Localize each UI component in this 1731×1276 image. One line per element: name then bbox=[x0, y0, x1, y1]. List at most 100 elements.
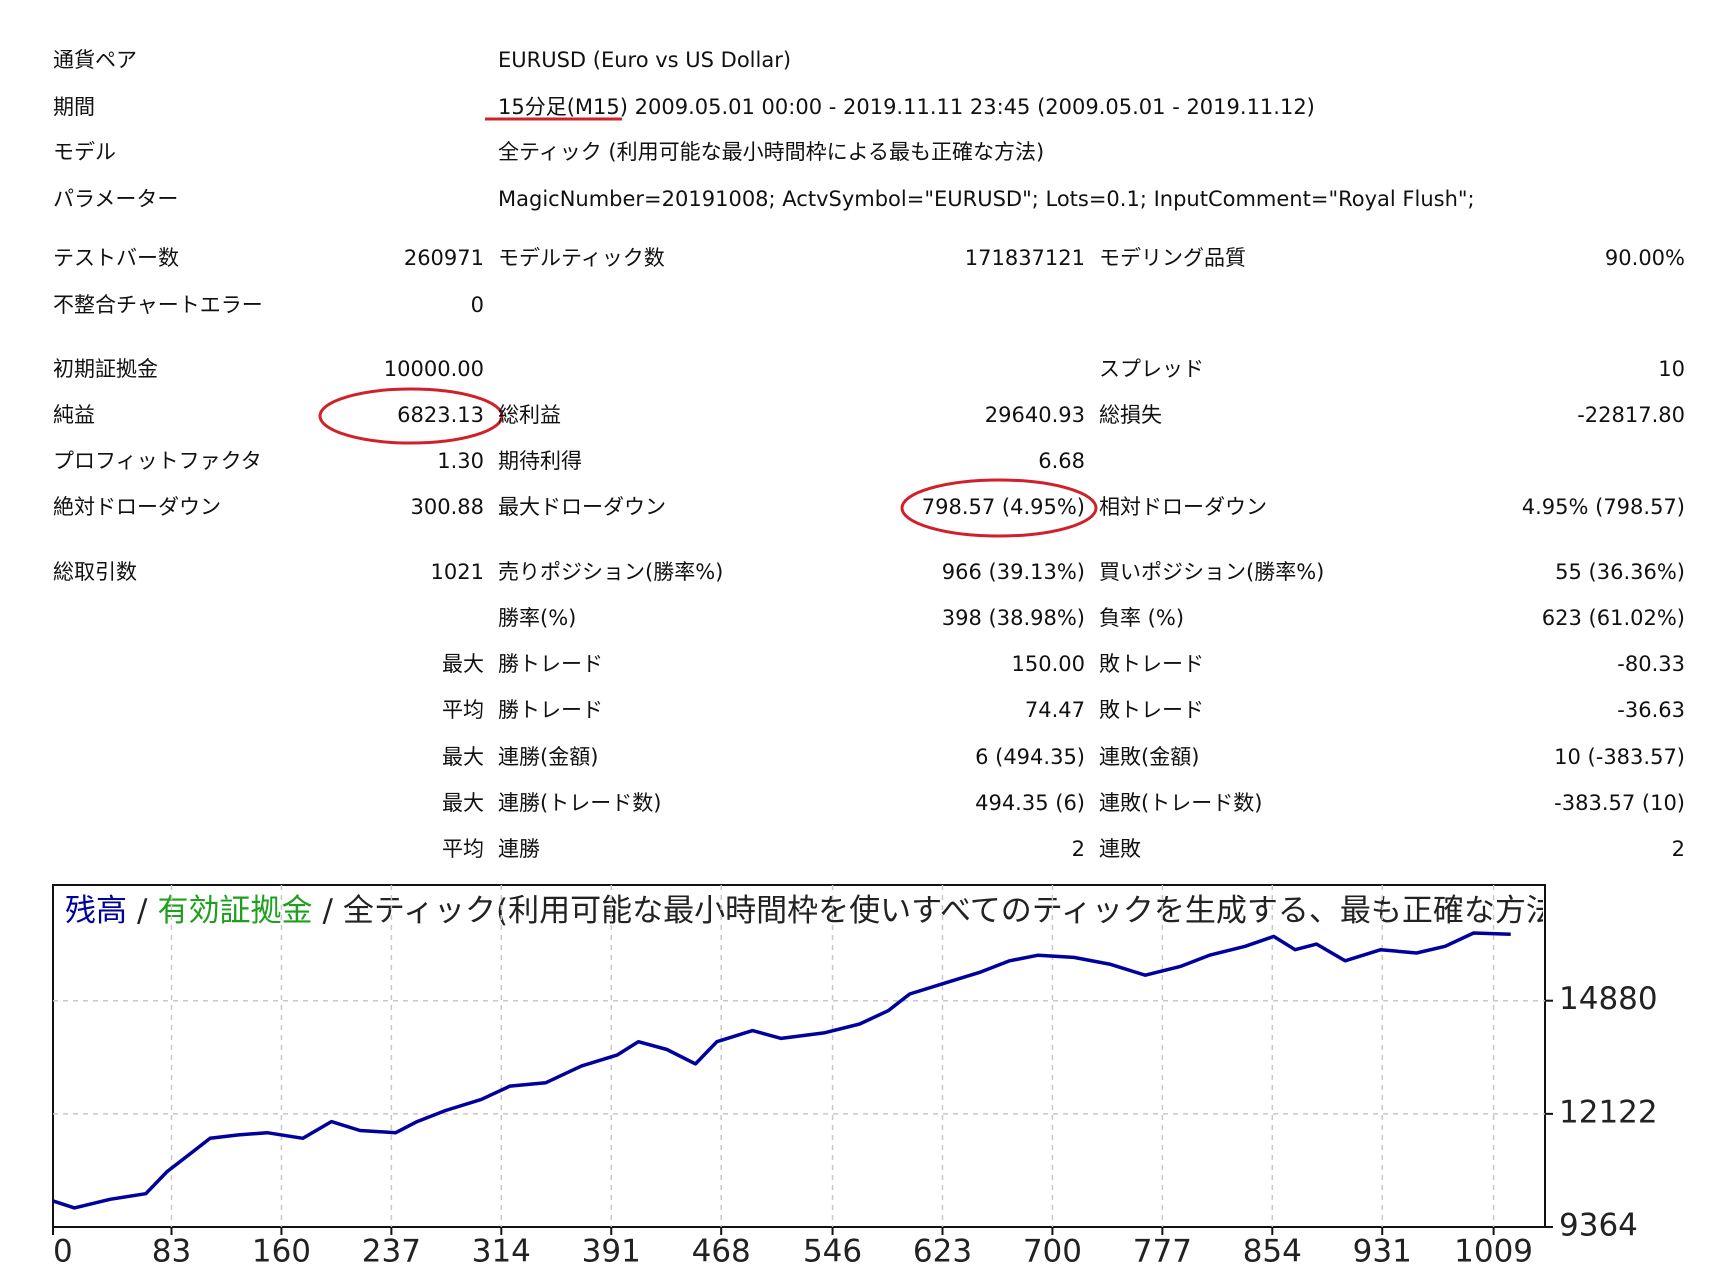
field-label: 買いポジション(勝率%) bbox=[1099, 560, 1324, 584]
field-label: 連勝 bbox=[498, 837, 540, 861]
chart-legend: 残高 / 有効証拠金 / 全ティック(利用可能な最小時間枠を使いすべてのティックを生成す… bbox=[65, 893, 1668, 929]
field-value: 260971 bbox=[404, 246, 484, 270]
field-label: 期待利得 bbox=[498, 449, 582, 473]
field-label: 初期証拠金 bbox=[53, 357, 158, 381]
x-tick-label: 314 bbox=[472, 1234, 531, 1270]
field-label: 通貨ペア bbox=[53, 48, 137, 72]
field-label: 相対ドローダウン bbox=[1099, 495, 1267, 519]
field-value: 1021 bbox=[431, 560, 484, 584]
field-value: 6823.13 bbox=[397, 403, 484, 427]
field-value: MagicNumber=20191008; ActvSymbol="EURUSD… bbox=[498, 187, 1475, 211]
x-tick-label: 468 bbox=[692, 1234, 751, 1270]
field-value: 150.00 bbox=[1012, 652, 1085, 676]
field-label: 連敗(金額) bbox=[1099, 745, 1199, 769]
field-value: 398 (38.98%) bbox=[942, 606, 1085, 630]
balance-line bbox=[52, 931, 1511, 1210]
field-label: 絶対ドローダウン bbox=[53, 495, 221, 519]
field-value: 74.47 bbox=[1025, 698, 1085, 722]
field-label: 連敗 bbox=[1099, 837, 1141, 861]
field-value: -80.33 bbox=[1617, 652, 1685, 676]
field-value: 全ティック (利用可能な最小時間枠による最も正確な方法) bbox=[498, 140, 1044, 164]
field-label: 連勝(金額) bbox=[498, 745, 598, 769]
field-label: スプレッド bbox=[1099, 357, 1204, 381]
x-tick-label: 777 bbox=[1133, 1234, 1192, 1270]
chart-frame bbox=[52, 884, 1546, 1228]
x-tick-label: 546 bbox=[803, 1234, 862, 1270]
field-value: 6 (494.35) bbox=[975, 745, 1085, 769]
field-label: 不整合チャートエラー bbox=[53, 293, 263, 317]
field-label: モデリング品質 bbox=[1099, 246, 1246, 270]
field-label: 勝率(%) bbox=[498, 606, 576, 630]
field-value: 4.95% (798.57) bbox=[1522, 495, 1685, 519]
field-value: -22817.80 bbox=[1577, 403, 1685, 427]
legend: 残高 / 有効証拠金 / 全ティック(利用可能な最小時間枠を使いすべてのティックを生成す… bbox=[65, 893, 1668, 929]
field-value: 300.88 bbox=[411, 495, 484, 519]
field-value: 最大 bbox=[442, 791, 484, 815]
field-value: 623 (61.02%) bbox=[1542, 606, 1685, 630]
x-tick-label: 0 bbox=[53, 1234, 73, 1270]
field-value: -383.57 (10) bbox=[1554, 791, 1685, 815]
field-value: 最大 bbox=[442, 652, 484, 676]
x-tick-label: 700 bbox=[1023, 1234, 1082, 1270]
field-value: 10 (-383.57) bbox=[1554, 745, 1685, 769]
field-value: 966 (39.13%) bbox=[942, 560, 1085, 584]
field-label: 敗トレード bbox=[1099, 698, 1204, 722]
y-tick-label: 12122 bbox=[1559, 1094, 1658, 1130]
field-value: 798.57 (4.95%) bbox=[922, 495, 1085, 519]
field-value: 10000.00 bbox=[384, 357, 484, 381]
field-label: 売りポジション(勝率%) bbox=[498, 560, 723, 584]
x-tick-label: 160 bbox=[252, 1234, 311, 1270]
field-label: 純益 bbox=[53, 403, 95, 427]
field-value: 1.30 bbox=[437, 449, 484, 473]
field-label: テストバー数 bbox=[53, 246, 179, 270]
field-value: 平均 bbox=[442, 837, 484, 861]
x-tick-label: 237 bbox=[362, 1234, 421, 1270]
y-tick-label: 14880 bbox=[1559, 981, 1658, 1017]
field-value: 90.00% bbox=[1605, 246, 1685, 270]
x-tick-label: 83 bbox=[152, 1234, 191, 1270]
field-value: 6.68 bbox=[1038, 449, 1085, 473]
field-label: モデル bbox=[53, 140, 116, 164]
field-value: 2 bbox=[1672, 837, 1685, 861]
field-label: モデルティック数 bbox=[498, 246, 665, 270]
legend-separator: / bbox=[322, 893, 333, 929]
field-value: 15分足(M15) 2009.05.01 00:00 - 2019.11.11 … bbox=[498, 95, 1315, 119]
field-value: 0 bbox=[471, 293, 484, 317]
field-label: 総損失 bbox=[1099, 403, 1162, 427]
x-tick-label: 931 bbox=[1353, 1234, 1412, 1270]
annotation-circle bbox=[318, 387, 504, 445]
legend-separator: / bbox=[1579, 893, 1590, 929]
field-label: 最大ドローダウン bbox=[498, 495, 666, 519]
field-label: 勝トレード bbox=[498, 698, 603, 722]
field-value: 494.35 (6) bbox=[975, 791, 1085, 815]
field-label: 総取引数 bbox=[53, 560, 137, 584]
x-tick-label: 623 bbox=[913, 1234, 972, 1270]
legend-separator: / bbox=[137, 893, 148, 929]
field-value: 55 (36.36%) bbox=[1555, 560, 1685, 584]
field-label: プロフィットファクタ bbox=[53, 449, 262, 473]
legend-entry: 有効証拠金 bbox=[157, 893, 312, 929]
field-value: 平均 bbox=[442, 698, 484, 722]
legend-entry: 90.0 bbox=[1599, 893, 1668, 929]
field-label: 連勝(トレード数) bbox=[498, 791, 661, 815]
field-label: 総利益 bbox=[498, 403, 561, 427]
field-label: パラメーター bbox=[53, 187, 178, 211]
legend-entry: 全ティック(利用可能な最小時間枠を使いすべてのティックを生成する、最も正確な方法… bbox=[343, 893, 1569, 929]
field-value: 29640.93 bbox=[985, 403, 1085, 427]
field-value: 最大 bbox=[442, 745, 484, 769]
field-value: 171837121 bbox=[965, 246, 1085, 270]
field-value: EURUSD (Euro vs US Dollar) bbox=[498, 48, 791, 72]
field-label: 期間 bbox=[53, 95, 95, 119]
field-label: 勝トレード bbox=[498, 652, 603, 676]
field-value: 2 bbox=[1072, 837, 1085, 861]
field-value: 10 bbox=[1658, 357, 1685, 381]
x-tick-label: 391 bbox=[582, 1234, 641, 1270]
x-tick-label: 1009 bbox=[1454, 1234, 1533, 1270]
field-label: 負率 (%) bbox=[1099, 606, 1184, 630]
field-label: 連敗(トレード数) bbox=[1099, 791, 1262, 815]
x-tick-label: 854 bbox=[1243, 1234, 1302, 1270]
annotation-circle bbox=[900, 478, 1098, 538]
y-tick-label: 9364 bbox=[1559, 1208, 1638, 1244]
